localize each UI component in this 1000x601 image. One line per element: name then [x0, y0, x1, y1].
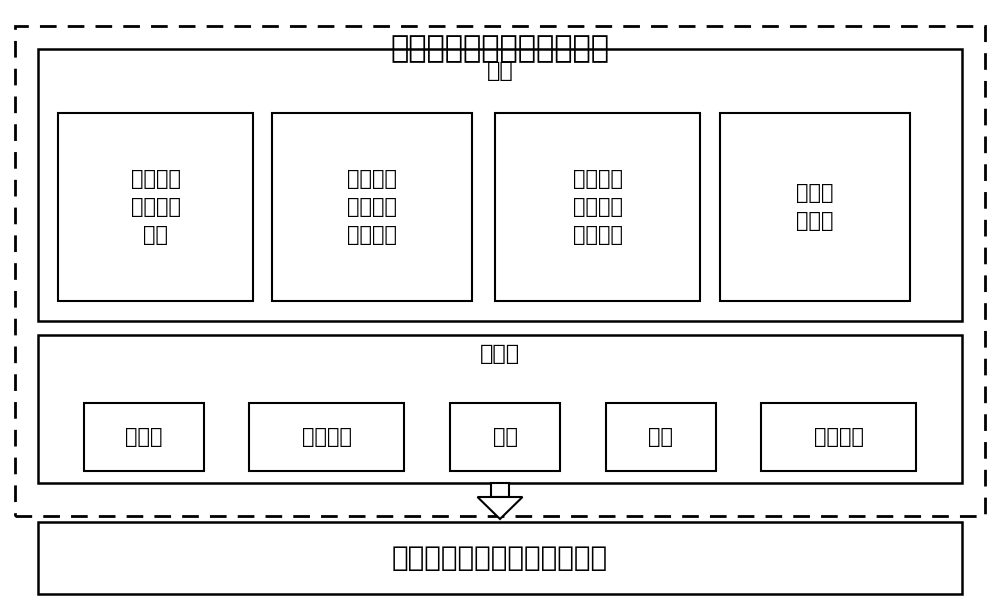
Text: 自备电厂
余热余压
机组发电: 自备电厂 余热余压 机组发电: [572, 169, 622, 245]
Bar: [606, 403, 716, 471]
Text: 源测: 源测: [487, 61, 513, 81]
Bar: [38, 522, 962, 594]
Text: 自备电厂
燃煤机组
发电: 自备电厂 燃煤机组 发电: [130, 169, 180, 245]
Bar: [58, 113, 253, 301]
Bar: [761, 403, 916, 471]
Text: 自备电厂所属企业源荷系统: 自备电厂所属企业源荷系统: [390, 34, 610, 64]
Text: 负荷侧: 负荷侧: [480, 344, 520, 364]
Text: 储能装
置供电: 储能装 置供电: [796, 183, 834, 231]
Bar: [272, 113, 472, 301]
Bar: [491, 483, 509, 497]
Bar: [249, 403, 404, 471]
Text: 电解设备: 电解设备: [814, 427, 864, 447]
Bar: [38, 335, 962, 483]
Text: 电力照明: 电力照明: [302, 427, 352, 447]
Text: 电炉: 电炉: [492, 427, 518, 447]
Bar: [15, 26, 985, 516]
Text: 自备电厂
热电联产
机组发电: 自备电厂 热电联产 机组发电: [347, 169, 397, 245]
Text: 电动机: 电动机: [125, 427, 162, 447]
Text: 自备电厂发用电资源等效负荷: 自备电厂发用电资源等效负荷: [392, 544, 608, 572]
Bar: [720, 113, 910, 301]
Polygon shape: [478, 497, 522, 519]
Text: 电焊: 电焊: [648, 427, 673, 447]
Bar: [38, 49, 962, 321]
Bar: [84, 403, 204, 471]
Bar: [450, 403, 560, 471]
Bar: [495, 113, 700, 301]
